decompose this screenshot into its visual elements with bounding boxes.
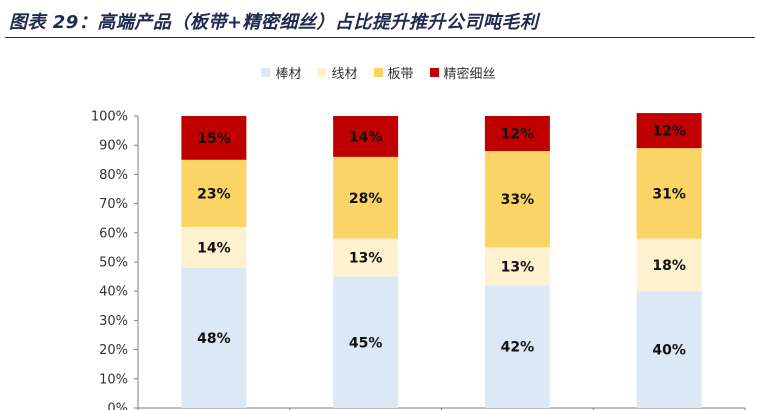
legend-label-strip: 板带	[387, 66, 414, 82]
bar-segment	[181, 267, 247, 408]
legend-swatch-wire	[317, 67, 327, 77]
data-label: 13%	[349, 251, 383, 267]
legend-swatch-bar	[261, 67, 271, 77]
bar-segment	[181, 116, 247, 160]
data-label: 33%	[501, 192, 535, 208]
y-tick-label: 30%	[99, 314, 128, 329]
y-tick-label: 90%	[99, 139, 128, 154]
bar-segment	[636, 238, 702, 292]
legend-item-bar: 棒材	[261, 61, 301, 83]
legend-swatch-strip	[373, 67, 383, 77]
data-label: 23%	[197, 186, 231, 202]
legend-swatch-fine-wire	[429, 67, 439, 77]
legend-item-strip: 板带	[373, 61, 414, 83]
bar-segment	[181, 226, 247, 268]
y-tick-label: 50%	[99, 256, 128, 271]
bar-segment	[333, 276, 399, 408]
legend-item-fine-wire: 精密细丝	[429, 61, 496, 83]
bar-segment	[484, 285, 550, 408]
legend-label-fine-wire: 精密细丝	[443, 66, 496, 82]
data-label: 15%	[197, 131, 231, 147]
bar-segment	[333, 238, 399, 277]
y-tick-label: 10%	[99, 372, 128, 387]
bar-segment	[484, 151, 550, 248]
data-label: 12%	[501, 127, 535, 143]
bar-segment	[333, 156, 399, 239]
bar-segment	[636, 113, 702, 149]
bar-segment	[636, 291, 702, 408]
data-label: 13%	[501, 259, 535, 275]
legend-label-wire: 线材	[331, 66, 358, 82]
chart-title: 图表 29：高端产品（板带+精密细丝）占比提升推升公司吨毛利	[9, 12, 539, 33]
chart-legend: 棒材 线材 板带 精密细丝	[0, 61, 757, 83]
title-bar: 图表 29：高端产品（板带+精密细丝）占比提升推升公司吨毛利	[0, 0, 757, 38]
y-tick-label: 70%	[99, 197, 128, 212]
data-label: 42%	[501, 340, 535, 356]
bar-segment	[484, 247, 550, 286]
legend-label-bar: 棒材	[275, 66, 302, 82]
data-label: 12%	[652, 124, 686, 140]
data-label: 48%	[197, 331, 231, 347]
y-tick-label: 40%	[99, 285, 128, 300]
data-label: 40%	[652, 343, 686, 359]
data-label: 28%	[349, 191, 383, 207]
bar-segment	[333, 116, 399, 157]
bar-segment	[636, 148, 702, 239]
data-label: 14%	[197, 240, 231, 256]
bar-segment	[181, 159, 247, 227]
y-tick-label: 100%	[91, 110, 128, 125]
bar-segment	[484, 116, 550, 152]
data-label: 45%	[349, 335, 383, 351]
y-tick-label: 0%	[107, 402, 128, 410]
data-label: 31%	[652, 186, 686, 202]
data-label: 14%	[349, 129, 383, 145]
title-divider	[5, 37, 755, 38]
y-tick-label: 80%	[99, 168, 128, 183]
y-tick-label: 20%	[99, 343, 128, 358]
legend-item-wire: 线材	[317, 61, 358, 83]
y-tick-label: 60%	[99, 226, 128, 241]
data-label: 18%	[652, 258, 686, 274]
